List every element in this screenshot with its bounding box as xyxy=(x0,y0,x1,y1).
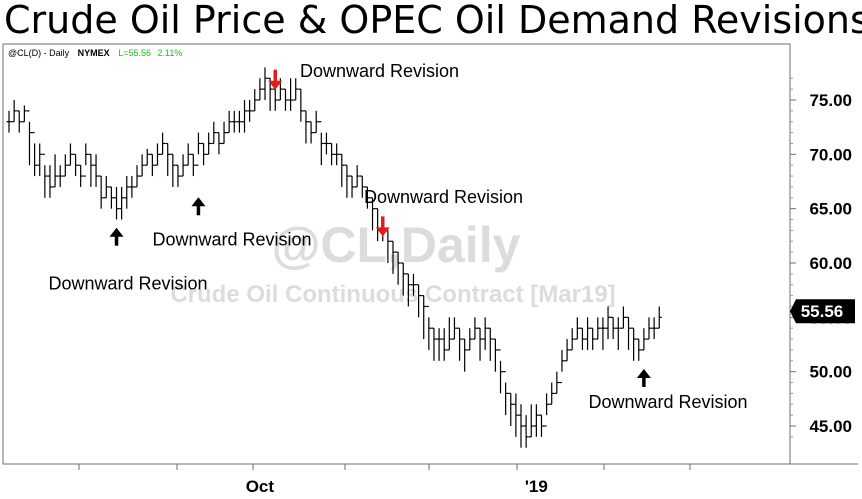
last-price-text: L=55.56 xyxy=(118,48,151,58)
last-price-badge-label: 55.56 xyxy=(801,302,844,321)
last-price-badge: 55.56 xyxy=(790,299,855,324)
up-arrow-icon xyxy=(109,227,124,237)
price-bars xyxy=(6,67,662,448)
y-tick-label: 45.00 xyxy=(809,417,852,436)
annotation-label: Downward Revision xyxy=(48,274,207,294)
y-tick-label: 70.00 xyxy=(809,145,852,164)
symbol-label: @CL(D) - Daily NYMEX L=55.56 2.11% xyxy=(8,48,182,58)
up-arrow-icon xyxy=(191,197,206,207)
x-axis: Oct '19 xyxy=(78,464,691,496)
annotation-label: Downward Revision xyxy=(152,229,311,249)
exchange-text: NYMEX xyxy=(78,48,110,58)
y-tick-label: 60.00 xyxy=(809,254,852,273)
symbol-text: @CL(D) - Daily xyxy=(8,48,70,58)
watermark-description: Crude Oil Continuous Contract [Mar19] xyxy=(170,281,615,308)
annotation-label: Downward Revision xyxy=(300,61,459,81)
x-tick-label: Oct xyxy=(246,477,275,496)
y-tick-label: 50.00 xyxy=(809,363,852,382)
down-arrow-icon xyxy=(268,80,283,90)
change-text: 2.11% xyxy=(158,48,183,58)
annotation-label: Downward Revision xyxy=(588,392,747,412)
x-tick-label: '19 xyxy=(525,477,548,496)
up-arrow-icon xyxy=(636,368,651,378)
y-tick-label: 65.00 xyxy=(809,200,852,219)
down-arrow-icon xyxy=(375,227,390,237)
page-title: Crude Oil Price & OPEC Oil Demand Revisi… xyxy=(4,0,862,42)
watermark-symbol: @CL,Daily xyxy=(272,217,521,273)
revision-annotations: Downward Revision Downward Revision Downwa… xyxy=(48,61,747,412)
y-tick-label: 75.00 xyxy=(809,91,852,110)
annotation-label: Downward Revision xyxy=(364,187,523,207)
